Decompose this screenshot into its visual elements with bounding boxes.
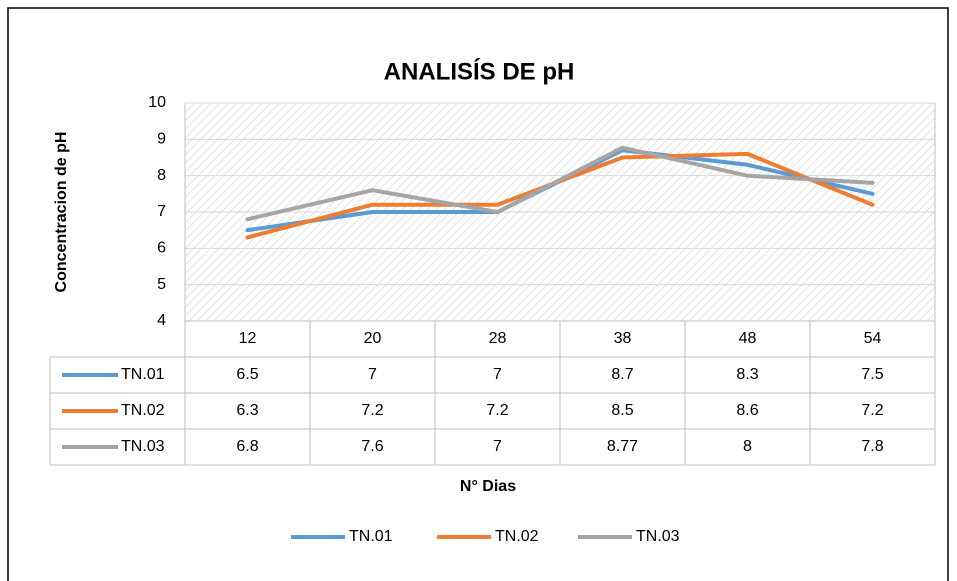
x-tick-label: 28 xyxy=(489,330,507,347)
table-cell: 7.8 xyxy=(861,438,883,455)
y-tick-label: 7 xyxy=(157,203,166,220)
table-cell: 8.7 xyxy=(611,366,633,383)
table-cell: 7.2 xyxy=(486,402,508,419)
table-cell: 6.3 xyxy=(236,402,258,419)
chart-title: ANALISÍS DE pH xyxy=(384,57,575,85)
x-tick-label: 20 xyxy=(364,330,382,347)
legend-label: TN.02 xyxy=(495,528,539,545)
table-cell: 7.2 xyxy=(861,402,883,419)
y-tick-label: 5 xyxy=(157,276,166,293)
y-tick-label: 8 xyxy=(157,167,166,184)
table-cell: 7.2 xyxy=(361,402,383,419)
legend-label: TN.03 xyxy=(636,528,680,545)
x-tick-label: 48 xyxy=(739,330,757,347)
table-cell: 7 xyxy=(493,366,502,383)
table-cell: 8.6 xyxy=(736,402,758,419)
table-series-name: TN.02 xyxy=(121,402,165,419)
legend-label: TN.01 xyxy=(349,528,393,545)
table-cell: 7 xyxy=(368,366,377,383)
table-cell: 6.5 xyxy=(236,366,258,383)
table-cell: 7.5 xyxy=(861,366,883,383)
table-cell: 6.8 xyxy=(236,438,258,455)
x-tick-label: 54 xyxy=(864,330,882,347)
table-cell: 8.3 xyxy=(736,366,758,383)
x-tick-label: 38 xyxy=(614,330,632,347)
table-series-name: TN.01 xyxy=(121,366,165,383)
y-tick-label: 10 xyxy=(148,94,166,111)
table-series-name: TN.03 xyxy=(121,438,165,455)
table-cell: 8.5 xyxy=(611,402,633,419)
table-cell: 8.77 xyxy=(607,438,638,455)
x-tick-label: 12 xyxy=(239,330,257,347)
x-axis-title: N° Dias xyxy=(460,478,516,495)
y-axis-title: Concentracion de pH xyxy=(53,132,70,293)
table-cell: 7.6 xyxy=(361,438,383,455)
series-line xyxy=(245,145,875,222)
y-tick-label: 4 xyxy=(157,312,166,329)
y-tick-label: 9 xyxy=(157,131,166,148)
y-tick-label: 6 xyxy=(157,240,166,257)
table-cell: 8 xyxy=(743,438,752,455)
table-cell: 7 xyxy=(493,438,502,455)
